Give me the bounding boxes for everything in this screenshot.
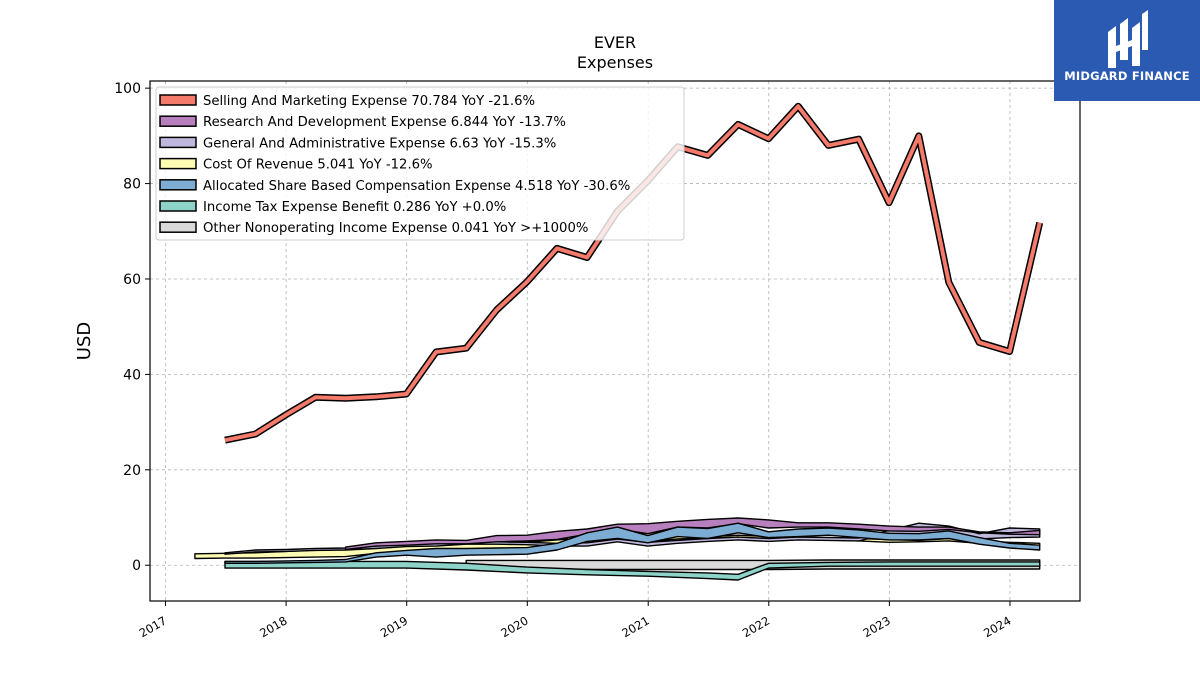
legend-swatch-1	[159, 115, 197, 127]
midgard-logo-icon	[1108, 10, 1148, 68]
x-tick-label-7: 2024	[981, 613, 1013, 640]
legend-swatch-4	[159, 179, 197, 191]
series-band-research-and-development-expense	[344, 517, 1041, 551]
series-layer	[194, 102, 1044, 581]
legend-label-1: Research And Development Expense 6.844 Y…	[203, 115, 566, 130]
y-tick-label-3: 60	[123, 272, 141, 288]
legend-box	[155, 86, 685, 241]
y-tick-label-0: 0	[132, 558, 141, 574]
y-tick-label-1: 20	[123, 463, 141, 479]
y-tick-label-4: 80	[123, 177, 141, 193]
x-tick-label-3: 2020	[498, 613, 530, 640]
legend-label-6: Other Nonoperating Income Expense 0.041 …	[203, 221, 588, 236]
y-axis-label: USD	[74, 322, 95, 360]
legend-swatch-2	[159, 136, 197, 149]
legend-swatch-3	[159, 157, 197, 170]
legend-label-3: Cost Of Revenue 5.041 YoY -12.6%	[203, 158, 433, 173]
y-axis: 0 20 40 60 80 100	[114, 81, 150, 574]
y-tick-label-5: 100	[114, 81, 141, 97]
chart-subtitle: Expenses	[577, 53, 653, 72]
brand-logo: MIDGARD FINANCE	[1054, 0, 1200, 101]
x-tick-label-5: 2022	[740, 613, 772, 640]
chart-title: EVER	[594, 33, 636, 52]
x-tick-label-2: 2019	[378, 613, 410, 640]
series-band-allocated-share-based-compensation-expense	[224, 522, 1041, 564]
legend-swatch-6	[159, 221, 197, 233]
legend-swatch-0	[159, 94, 197, 106]
legend-label-4: Allocated Share Based Compensation Expen…	[203, 179, 630, 194]
x-tick-label-1: 2018	[257, 613, 289, 640]
legend-label-0: Selling And Marketing Expense 70.784 YoY…	[203, 94, 535, 109]
y-tick-label-2: 40	[123, 367, 141, 383]
brand-name: MIDGARD FINANCE	[1064, 69, 1190, 83]
series-band-income-tax-expense-benefit	[224, 560, 1041, 581]
plot-frame	[149, 80, 1081, 602]
x-tick-label-0: 2017	[137, 613, 169, 640]
legend-label-5: Income Tax Expense Benefit 0.286 YoY +0.…	[203, 200, 506, 215]
x-axis: 2017 2018 2019 2020 2021 2022 2023 2024	[137, 601, 1013, 640]
legend-label-2: General And Administrative Expense 6.63 …	[203, 136, 556, 151]
x-tick-label-6: 2023	[861, 613, 893, 640]
legend: Selling And Marketing Expense 70.784 YoY…	[155, 86, 685, 241]
legend-swatch-5	[159, 200, 197, 212]
x-tick-label-4: 2021	[619, 613, 651, 640]
